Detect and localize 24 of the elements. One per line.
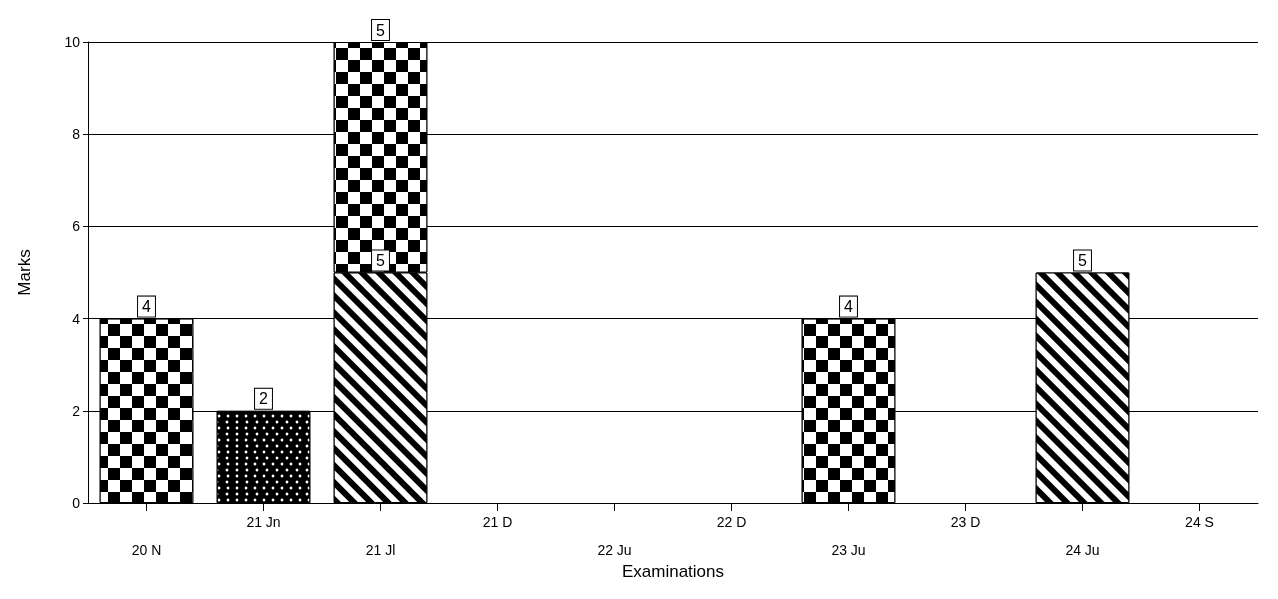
y-axis-title: Marks bbox=[15, 249, 34, 296]
x-tick-label: 20 N bbox=[131, 542, 162, 558]
x-tick-label: 24 Ju bbox=[1065, 542, 1100, 558]
x-tick-label: 21 Jl bbox=[365, 542, 396, 558]
y-tick-label: 8 bbox=[72, 126, 81, 143]
x-tick-label: 24 S bbox=[1185, 514, 1214, 530]
x-tick-label: 23 Ju bbox=[831, 542, 866, 558]
y-tick-label: 0 bbox=[72, 495, 81, 511]
data-label: 4 bbox=[844, 298, 854, 316]
x-tick-label: 22 Ju bbox=[597, 542, 632, 558]
data-label: 4 bbox=[142, 298, 152, 316]
y-tick-label: 6 bbox=[72, 218, 81, 235]
data-label: 5 bbox=[376, 21, 386, 39]
x-axis-title: Examinations bbox=[621, 562, 725, 581]
data-label: 5 bbox=[376, 252, 386, 269]
y-tick-label: 4 bbox=[72, 310, 81, 327]
x-tick-label: 23 D bbox=[950, 514, 981, 530]
x-tick-label: 21 Jn bbox=[246, 514, 281, 530]
data-label: 5 bbox=[1078, 252, 1088, 269]
y-tick-label: 10 bbox=[64, 34, 81, 50]
y-tick-label: 2 bbox=[72, 402, 81, 419]
data-label: 2 bbox=[259, 390, 269, 408]
x-tick-label: 21 D bbox=[482, 514, 513, 530]
x-tick-label: 22 D bbox=[716, 514, 747, 530]
